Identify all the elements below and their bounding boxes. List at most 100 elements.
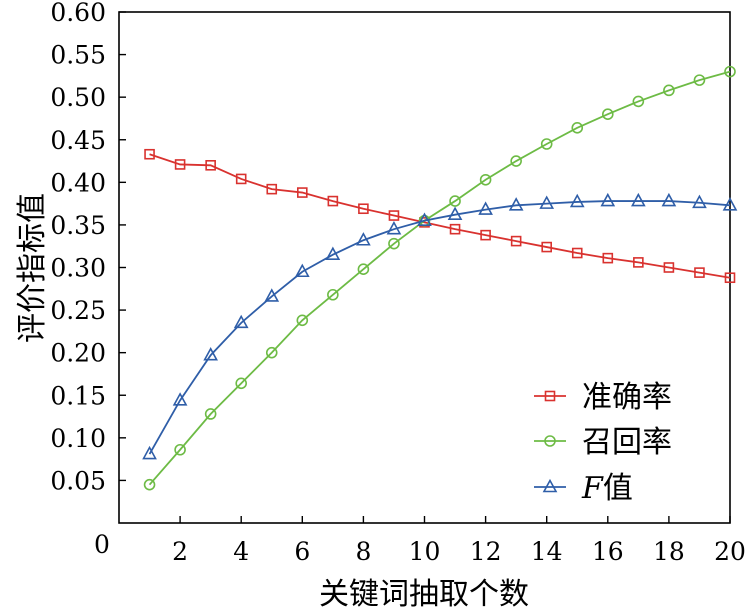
data-point xyxy=(417,212,432,226)
series-triangle xyxy=(142,192,738,460)
data-point xyxy=(296,314,309,327)
legend-marker xyxy=(544,435,556,447)
x-tick-label: 12 xyxy=(470,537,502,566)
y-tick-label: 0.60 xyxy=(50,0,106,27)
x-axis-title: 关键词抽取个数 xyxy=(319,577,529,612)
data-point xyxy=(510,235,522,247)
legend-label-text: 召回率 xyxy=(582,425,672,460)
data-point xyxy=(724,272,736,284)
x-tick-label: 4 xyxy=(233,537,249,566)
data-point xyxy=(205,160,216,171)
data-point xyxy=(325,246,341,261)
y-tick-label: 0.35 xyxy=(50,211,106,240)
data-point xyxy=(693,74,706,86)
x-tick-label: 10 xyxy=(409,537,441,566)
data-point xyxy=(571,247,583,259)
data-point xyxy=(661,192,677,207)
data-point xyxy=(694,267,705,278)
data-point xyxy=(265,346,278,359)
legend-label: F值 xyxy=(581,471,633,506)
data-point xyxy=(600,192,616,207)
legend-label-prefix: F xyxy=(581,471,604,506)
data-point xyxy=(632,95,645,108)
y-tick-label: 0.45 xyxy=(50,126,106,155)
series-layer xyxy=(142,65,738,491)
x-tick-label: 16 xyxy=(592,537,624,566)
data-point xyxy=(327,195,339,207)
data-point xyxy=(569,193,585,208)
data-point xyxy=(266,183,278,195)
data-point xyxy=(174,443,186,456)
data-point xyxy=(388,210,400,221)
data-point xyxy=(540,138,553,150)
data-point xyxy=(386,221,402,235)
data-point xyxy=(235,173,247,185)
legend-label: 召回率 xyxy=(582,425,672,460)
data-point xyxy=(631,192,646,207)
data-point xyxy=(143,478,156,491)
data-point xyxy=(508,197,524,211)
y-tick-label: 0.55 xyxy=(50,41,106,70)
series-line xyxy=(148,200,731,455)
data-point xyxy=(571,122,584,134)
data-point xyxy=(541,241,553,253)
legend-label-text: 准确率 xyxy=(582,380,672,415)
data-point xyxy=(724,65,736,78)
legend-item: F值 xyxy=(534,471,633,506)
data-point xyxy=(204,408,217,420)
data-point xyxy=(174,159,186,170)
x-tick-label: 8 xyxy=(355,537,371,566)
data-point xyxy=(449,195,461,207)
legend-label-text: 值 xyxy=(603,471,633,506)
legend-marker xyxy=(544,390,556,402)
legend-label: 准确率 xyxy=(582,380,672,415)
origin-label: 0 xyxy=(94,530,110,559)
axis-tick-labels: 2 4 6 8 10 12 14 16 18 20 0 0.05 0.10 0.15 0.20 0.25 0.3… xyxy=(50,0,746,566)
y-axis-title: 评价指标值 xyxy=(15,193,50,343)
axis-ticks xyxy=(119,11,731,523)
data-point xyxy=(633,257,644,268)
x-tick-label: 6 xyxy=(294,537,310,566)
x-tick-label: 20 xyxy=(714,537,746,566)
y-tick-label: 0.25 xyxy=(50,296,106,325)
y-tick-label: 0.30 xyxy=(50,254,106,283)
data-point xyxy=(722,197,738,211)
data-point xyxy=(480,229,491,241)
series-square xyxy=(144,148,736,284)
data-point xyxy=(447,206,463,220)
data-point xyxy=(478,201,493,215)
y-tick-label: 0.20 xyxy=(50,339,106,368)
y-tick-label: 0.50 xyxy=(50,83,106,112)
data-point xyxy=(663,262,675,273)
data-point xyxy=(358,203,369,215)
data-point xyxy=(692,194,707,209)
data-point xyxy=(144,148,155,160)
x-tick-label: 18 xyxy=(653,537,685,566)
x-tick-label: 2 xyxy=(172,537,188,566)
data-point xyxy=(264,288,280,302)
y-tick-label: 0.15 xyxy=(50,381,106,410)
data-point xyxy=(203,347,218,361)
data-point xyxy=(539,195,555,209)
data-point xyxy=(663,84,675,97)
data-point xyxy=(357,263,370,276)
data-point xyxy=(296,187,308,198)
legend-item: 准确率 xyxy=(534,380,672,415)
y-tick-label: 0.10 xyxy=(50,424,106,453)
legend-item: 召回率 xyxy=(534,425,672,460)
x-tick-label: 14 xyxy=(531,537,563,566)
y-tick-label: 0.05 xyxy=(50,466,106,495)
series-circle xyxy=(143,65,736,491)
data-point xyxy=(172,392,188,406)
data-point xyxy=(602,252,614,264)
legend-marker xyxy=(542,478,558,493)
data-point xyxy=(388,237,400,250)
data-point xyxy=(235,377,247,390)
data-point xyxy=(449,223,461,235)
data-point xyxy=(510,155,522,167)
series-line xyxy=(148,70,731,486)
data-point xyxy=(601,108,614,120)
data-point xyxy=(294,263,310,278)
